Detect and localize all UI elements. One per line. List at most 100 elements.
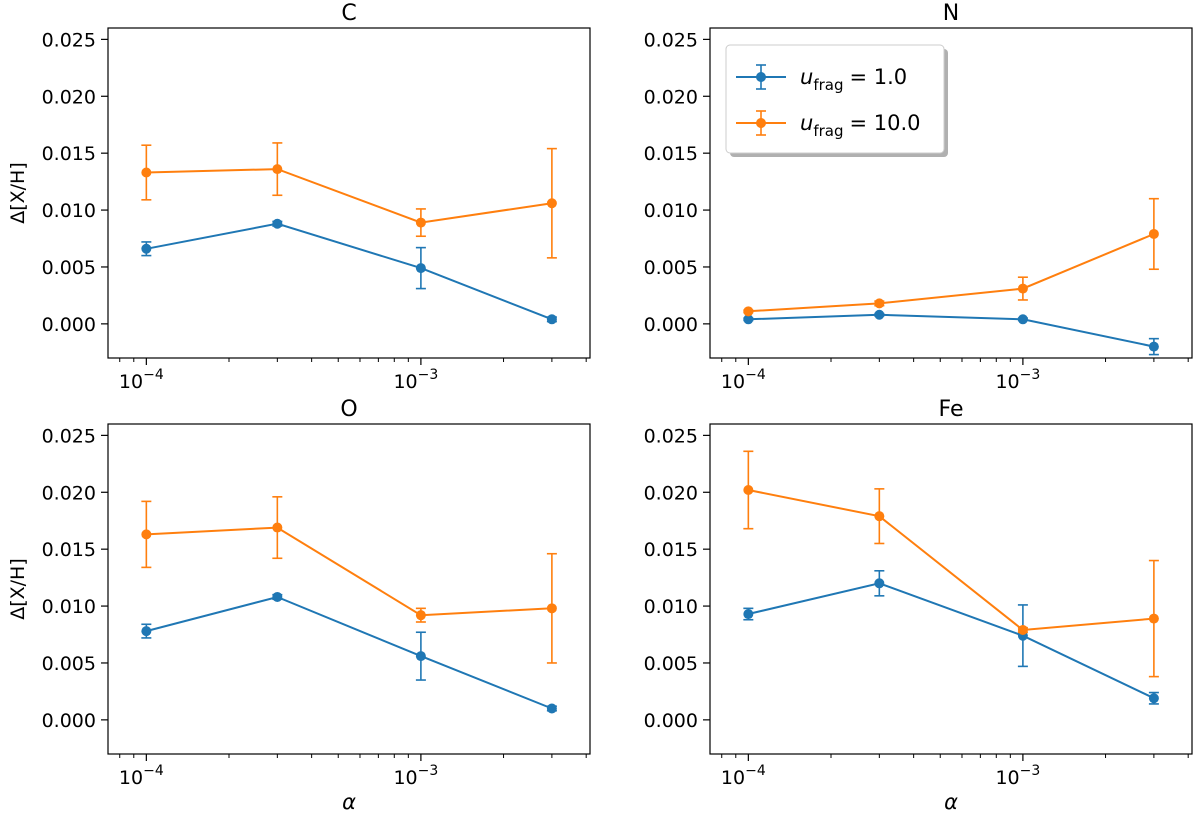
y-axis-label: Δ[X/H] — [7, 162, 29, 224]
data-point — [415, 263, 426, 274]
series-line — [748, 582, 1155, 700]
data-point — [272, 591, 283, 602]
panel-title: C — [341, 1, 356, 26]
x-tick-label: 10−3 — [995, 367, 1040, 393]
panel-title: Fe — [939, 397, 964, 422]
y-axis-label: Δ[X/H] — [7, 558, 29, 620]
x-tick-label: 10−3 — [995, 763, 1040, 789]
data-point — [141, 626, 152, 637]
data-point — [415, 651, 426, 662]
y-tick-label: 0.005 — [644, 257, 698, 279]
data-point — [1148, 228, 1159, 239]
y-tick-label: 0.005 — [42, 653, 96, 675]
series-u1 — [141, 218, 557, 325]
legend-marker — [756, 72, 766, 82]
y-tick-label: 0.025 — [42, 29, 96, 51]
data-point — [546, 198, 557, 209]
data-point — [546, 314, 557, 325]
panel-o: O 0.000 0.005 0.010 0.015 0.020 0.025 10−4 10−3 Δ… — [7, 397, 591, 814]
y-tick-label: 0.025 — [644, 425, 698, 447]
x-tick-label: 10−4 — [119, 763, 164, 789]
series-line — [146, 526, 552, 617]
y-tick-label: 0.010 — [644, 200, 698, 222]
data-point — [141, 167, 152, 178]
x-tick-label: 10−4 — [721, 763, 766, 789]
y-tick-label: 0.005 — [42, 257, 96, 279]
data-point — [272, 522, 283, 533]
legend-label: ufrag = 10.0 — [800, 111, 921, 140]
data-point — [874, 578, 885, 589]
y-tick-label: 0.015 — [644, 143, 698, 165]
axes-frame — [709, 27, 1193, 359]
y-tick-label: 0.020 — [42, 86, 96, 108]
x-tick-label: 10−4 — [119, 367, 164, 393]
data-point — [874, 309, 885, 320]
series-line — [146, 595, 553, 710]
data-point — [874, 511, 885, 522]
series-u10 — [141, 142, 557, 259]
series-line — [146, 168, 553, 224]
y-tick-label: 0.015 — [644, 539, 698, 561]
data-point — [415, 217, 426, 228]
series-u1 — [743, 309, 1159, 356]
series-line — [748, 313, 1155, 348]
y-tick-label: 0.025 — [644, 29, 698, 51]
legend-label: ufrag = 1.0 — [800, 65, 907, 94]
legend: ufrag = 1.0 ufrag = 10.0 — [725, 44, 948, 157]
data-point — [743, 609, 754, 620]
data-point — [1148, 613, 1159, 624]
x-tick-label: 10−3 — [393, 763, 438, 789]
series-u10 — [743, 450, 1159, 678]
panel-c: C 0.000 0.005 0.010 0.015 0.020 0.025 10−4 10−3 Δ… — [7, 1, 591, 393]
axes-frame — [107, 423, 591, 755]
data-point — [272, 218, 283, 229]
data-point — [546, 603, 557, 614]
y-tick-label: 0.020 — [42, 482, 96, 504]
data-point — [141, 243, 152, 254]
series-line — [748, 489, 1154, 632]
y-tick-label: 0.025 — [42, 425, 96, 447]
series-line — [748, 233, 1155, 313]
series-u1 — [743, 569, 1159, 705]
y-tick-label: 0.005 — [644, 653, 698, 675]
panel-fe: Fe 0.000 0.005 0.010 0.015 0.020 0.025 10−4 10−3… — [644, 397, 1193, 814]
data-point — [415, 610, 426, 621]
data-point — [1017, 314, 1028, 325]
y-tick-label: 0.015 — [42, 143, 96, 165]
data-point — [546, 703, 557, 714]
y-tick-label: 0.010 — [42, 200, 96, 222]
y-tick-label: 0.000 — [42, 314, 96, 336]
data-point — [743, 485, 754, 495]
y-tick-label: 0.000 — [644, 314, 698, 336]
data-point — [874, 298, 885, 309]
data-point — [743, 314, 754, 325]
panel-title: N — [943, 1, 959, 26]
x-axis-label: α — [342, 790, 356, 811]
series-u1 — [141, 591, 557, 714]
y-tick-label: 0.010 — [42, 596, 96, 618]
axes-frame — [107, 27, 591, 359]
data-point — [1148, 341, 1159, 352]
y-tick-label: 0.020 — [644, 86, 698, 108]
y-tick-label: 0.015 — [42, 539, 96, 561]
axes-frame — [709, 423, 1193, 755]
data-point — [743, 306, 754, 317]
data-point — [272, 164, 283, 175]
legend-box — [725, 44, 945, 154]
y-tick-label: 0.000 — [42, 710, 96, 732]
series-line — [146, 222, 553, 321]
series-u10 — [141, 496, 557, 664]
data-point — [1017, 283, 1028, 294]
data-point — [1148, 693, 1159, 704]
y-tick-label: 0.000 — [644, 710, 698, 732]
x-tick-label: 10−3 — [393, 367, 438, 393]
x-axis-label: α — [944, 790, 958, 811]
data-point — [1017, 624, 1028, 635]
panel-title: O — [340, 397, 357, 422]
y-tick-label: 0.020 — [644, 482, 698, 504]
panel-n: N 0.000 0.005 0.010 0.015 0.020 0.025 10−4 10−3 u… — [644, 1, 1193, 393]
legend-marker — [756, 118, 766, 128]
y-tick-label: 0.010 — [644, 596, 698, 618]
